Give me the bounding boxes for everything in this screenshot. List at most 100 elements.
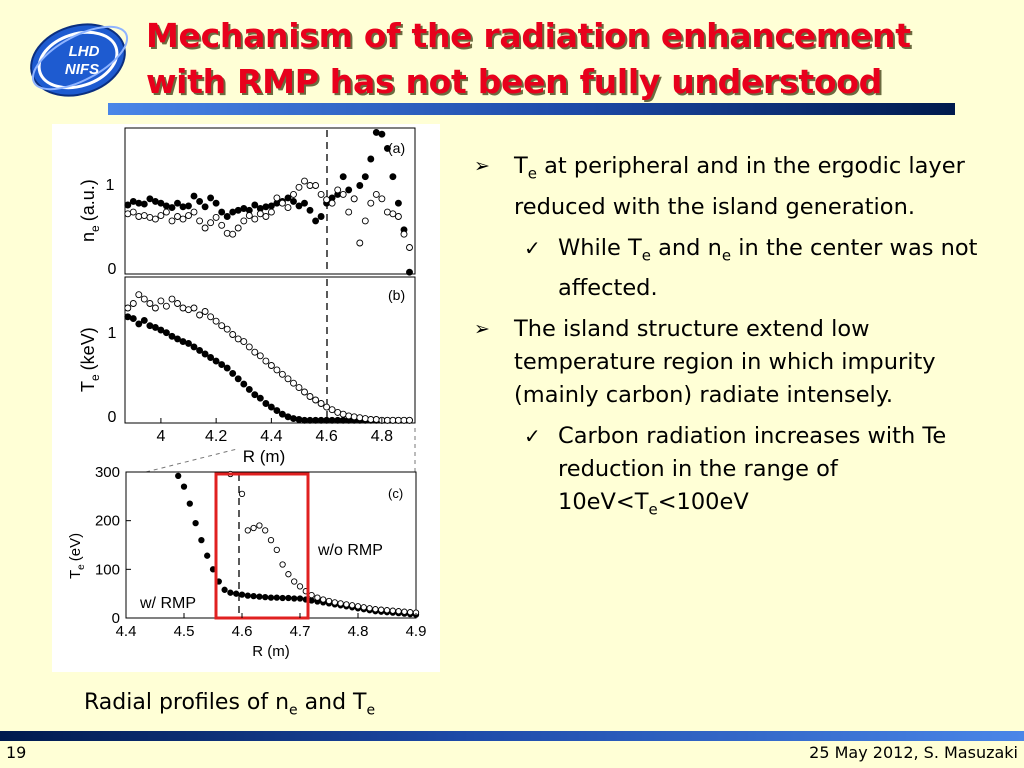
point-b-without-rmp — [229, 331, 237, 338]
point-b-without-rmp — [196, 311, 204, 319]
point-b-without-rmp — [174, 300, 181, 307]
panel-a-points — [124, 128, 413, 276]
point-b-without-rmp — [212, 317, 220, 325]
point-a-without-rmp — [389, 210, 397, 218]
point-c-with-rmp — [285, 594, 292, 602]
point-c-with-rmp — [308, 597, 315, 604]
panel-c-xlabel: R (m) — [252, 643, 290, 660]
point-c-without-rmp — [267, 536, 275, 544]
point-a-with-rmp — [394, 199, 402, 207]
point-c-with-rmp — [250, 592, 257, 600]
slide-title-line-2: with RMP has not been fully understood — [146, 62, 882, 101]
point-b-without-rmp — [135, 291, 143, 299]
point-b-without-rmp — [317, 400, 325, 407]
point-a-without-rmp — [174, 213, 181, 220]
point-c-without-rmp — [354, 603, 362, 610]
point-b-with-rmp — [196, 346, 204, 354]
point-b-without-rmp — [278, 370, 286, 378]
panel-c-xtick-label: 4.5 — [174, 623, 195, 640]
point-a-without-rmp — [372, 190, 380, 198]
point-a-without-rmp — [240, 217, 248, 225]
point-a-without-rmp — [378, 195, 386, 203]
point-b-without-rmp — [406, 416, 413, 424]
point-a-with-rmp — [223, 213, 231, 220]
panel-c-ylabel-main: T — [67, 570, 84, 579]
point-a-without-rmp — [179, 215, 187, 223]
sub-bullet-item: ✓ While Te and ne in the center was not a… — [474, 232, 994, 306]
figure-panel: (a) 1 0 ne(a.u.) (b) 1 0 Te(keV) 4 4.2 4.4… — [52, 124, 440, 672]
point-a-without-rmp — [234, 224, 242, 232]
point-a-without-rmp — [229, 230, 237, 238]
point-b-without-rmp — [168, 295, 176, 303]
caption-sub-2: e — [366, 702, 376, 719]
point-b-without-rmp — [350, 413, 358, 421]
point-b-with-rmp — [240, 380, 248, 388]
panel-c-ylabel-sub: e — [76, 564, 87, 570]
point-a-with-rmp — [168, 204, 176, 212]
point-a-with-rmp — [267, 202, 275, 210]
point-a-with-rmp — [124, 201, 132, 209]
point-b-with-rmp — [267, 403, 275, 411]
point-a-without-rmp — [328, 199, 336, 207]
point-b-without-rmp — [394, 416, 402, 424]
panel-a-ylabel-main: n — [78, 232, 98, 242]
sub-bullet-item: ✓ Carbon radiation increases with Te redu… — [474, 420, 994, 527]
point-c-without-rmp — [308, 591, 315, 599]
point-b-without-rmp — [262, 357, 270, 365]
point-a-with-rmp — [185, 202, 192, 210]
point-a-with-rmp — [201, 203, 209, 211]
point-b-without-rmp — [218, 322, 226, 330]
point-c-without-rmp — [407, 609, 414, 616]
point-c-with-rmp — [256, 593, 263, 600]
point-b-without-rmp — [151, 304, 159, 312]
point-a-without-rmp — [223, 229, 231, 237]
point-a-without-rmp — [367, 199, 375, 207]
point-a-with-rmp — [378, 130, 386, 138]
point-b-without-rmp — [234, 335, 242, 343]
point-a-with-rmp — [306, 206, 314, 214]
point-a-with-rmp — [361, 173, 369, 181]
panel-b-xtick-label: 4.6 — [315, 428, 337, 445]
point-a-without-rmp — [361, 217, 369, 225]
point-b-without-rmp — [223, 325, 231, 333]
point-b-without-rmp — [157, 297, 165, 305]
point-c-with-rmp — [244, 592, 251, 599]
point-b-with-rmp — [229, 369, 237, 377]
point-c-without-rmp — [262, 527, 269, 534]
point-a-without-rmp — [190, 208, 198, 216]
panel-c-ytick-label: 100 — [95, 561, 120, 578]
point-a-without-rmp — [350, 195, 358, 203]
point-a-without-rmp — [339, 190, 347, 198]
point-a-with-rmp — [372, 128, 380, 136]
panel-b-ylabel: Te (keV) — [78, 327, 102, 392]
point-b-with-rmp — [162, 329, 170, 337]
panel-c-xtick-label: 4.8 — [348, 623, 369, 640]
point-b-without-rmp — [201, 308, 209, 315]
point-b-with-rmp — [207, 354, 215, 361]
logo-text-lhd: LHD — [69, 43, 100, 60]
panel-b-xticks: 4 4.2 4.4 4.6 4.8 — [156, 418, 393, 445]
point-b-with-rmp — [306, 416, 314, 424]
point-c-without-rmp — [285, 571, 292, 578]
point-a-with-rmp — [190, 192, 198, 200]
panel-b-ylabel-unit: (keV) — [78, 327, 98, 370]
point-b-with-rmp — [140, 316, 148, 324]
bullet-list: ➢ Te at peripheral and in the ergodic lay… — [474, 150, 994, 535]
point-c-with-rmp — [233, 590, 240, 597]
caption-sub-1: e — [289, 702, 298, 719]
point-a-with-rmp — [339, 173, 347, 181]
panel-a-ylabel-unit: (a.u.) — [78, 179, 98, 221]
point-b-without-rmp — [273, 366, 281, 374]
point-c-with-rmp — [198, 536, 205, 544]
zoom-connector-left — [145, 448, 238, 473]
point-a-without-rmp — [218, 221, 226, 229]
point-c-without-rmp — [296, 583, 304, 590]
panel-b-frame — [124, 276, 416, 424]
point-a-without-rmp — [168, 217, 176, 225]
point-c-without-rmp — [372, 606, 379, 613]
point-a-with-rmp — [301, 199, 308, 207]
point-a-with-rmp — [234, 206, 242, 214]
point-c-with-rmp — [262, 593, 269, 601]
point-c-with-rmp — [186, 500, 193, 507]
arrow-bullet-icon: ➢ — [474, 318, 490, 340]
